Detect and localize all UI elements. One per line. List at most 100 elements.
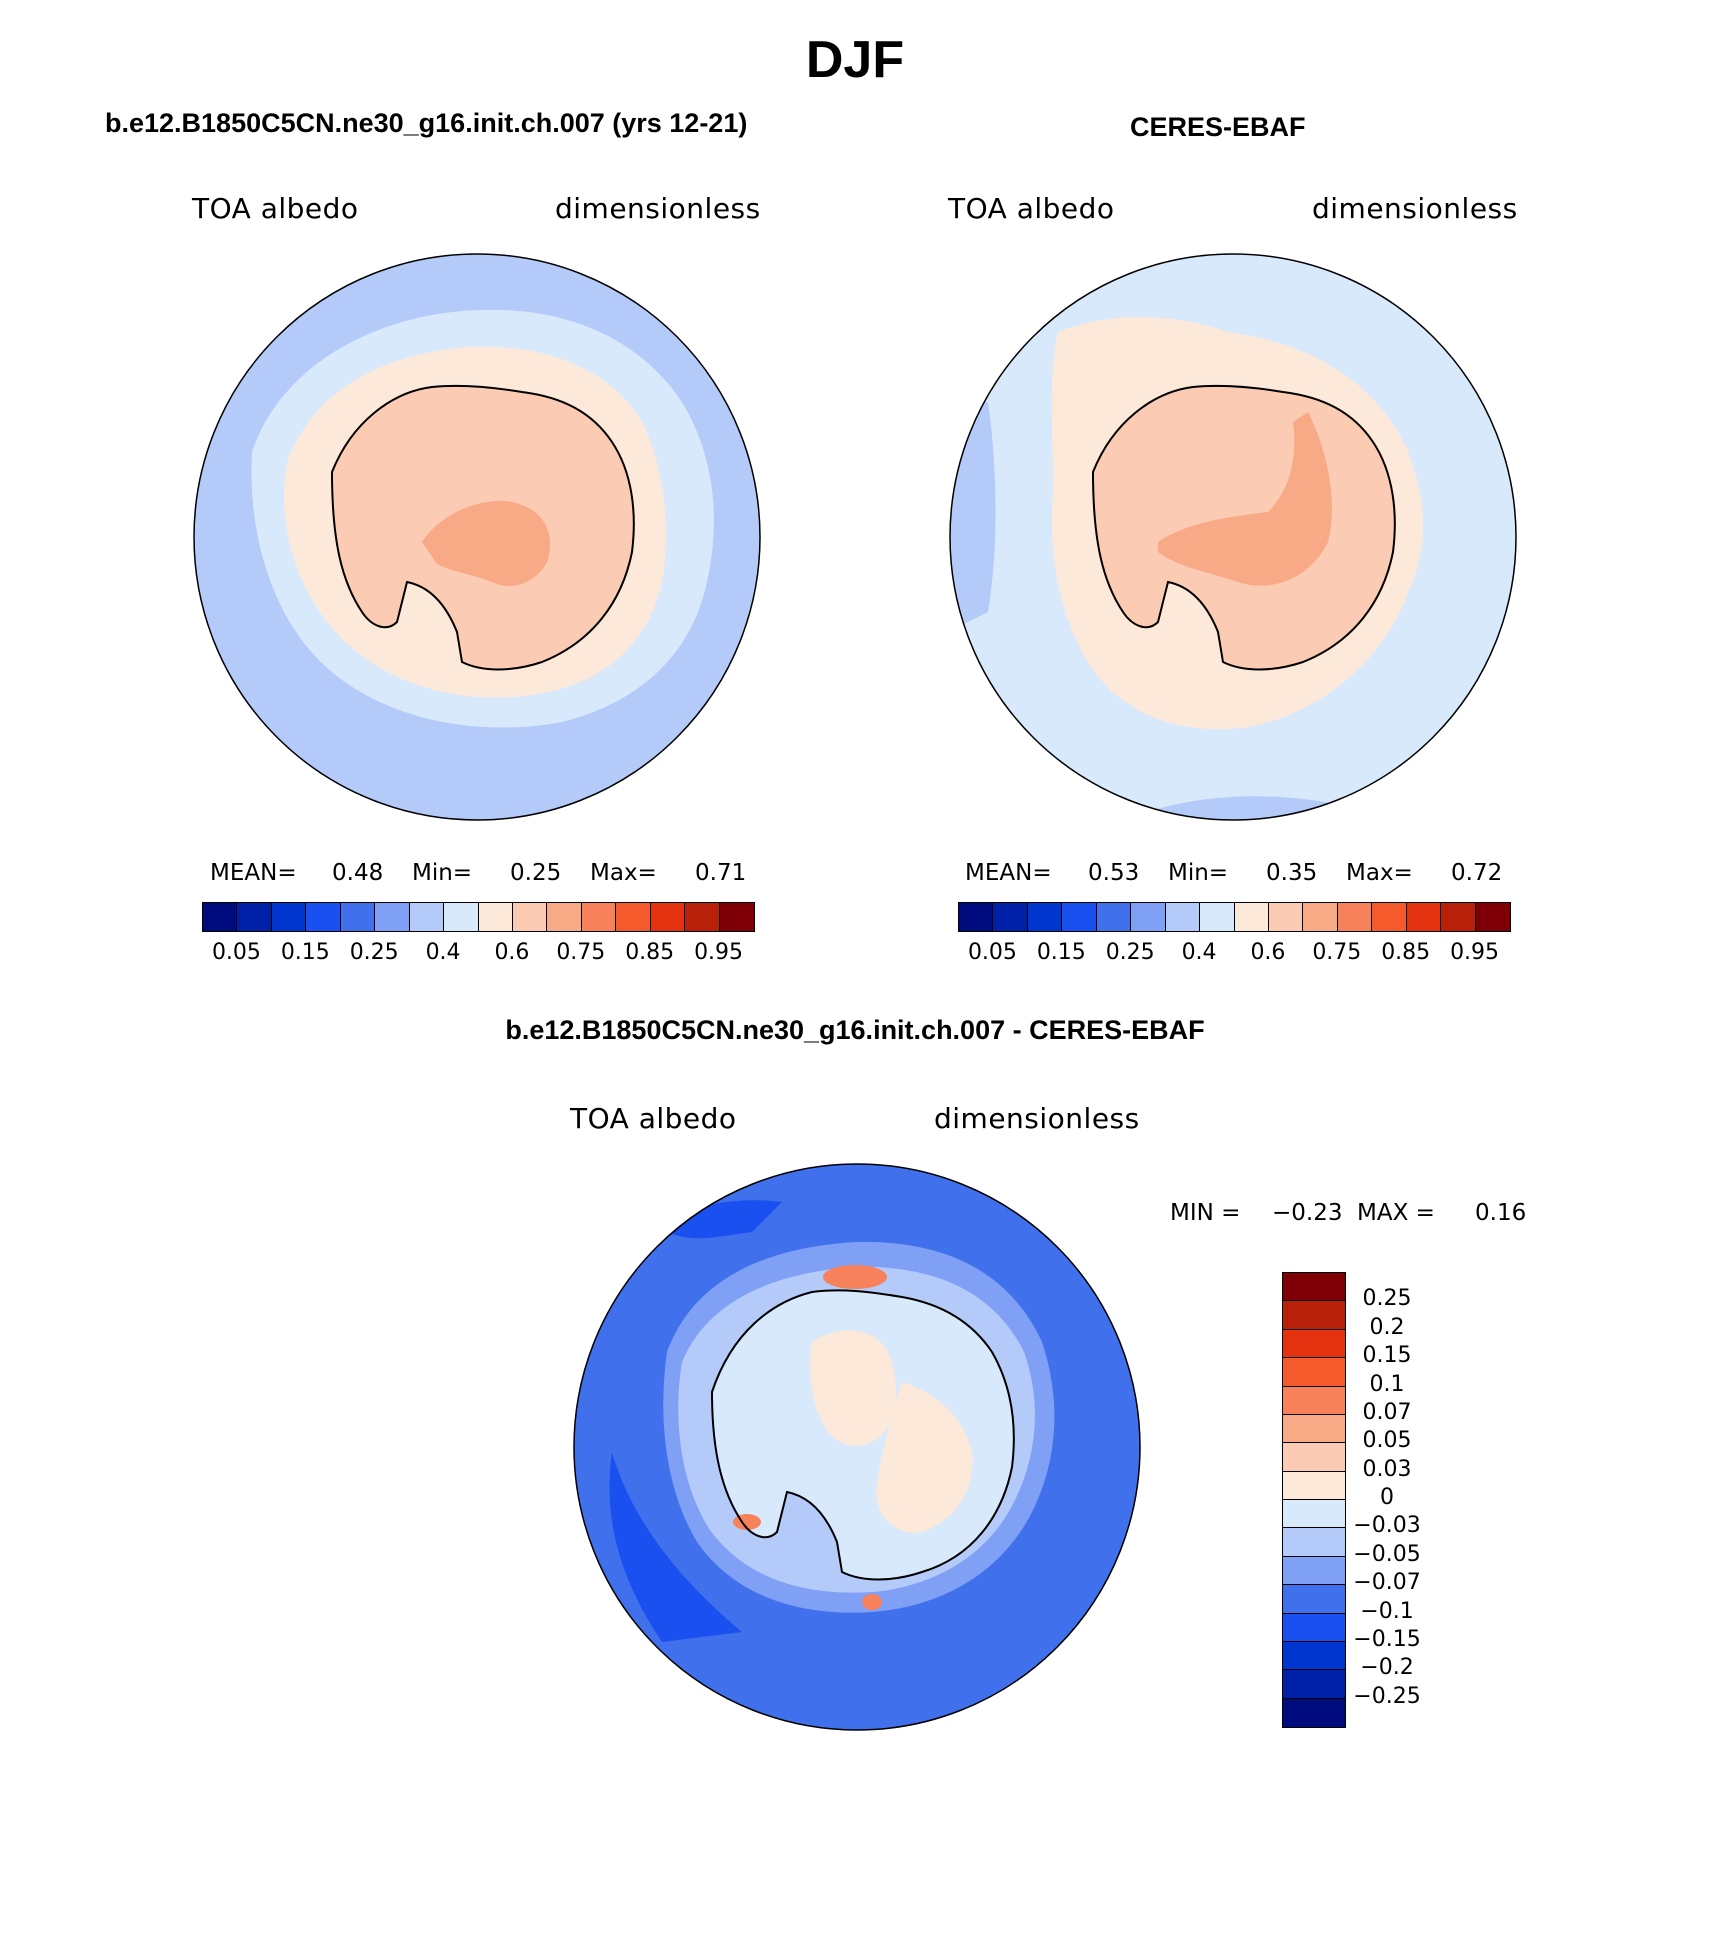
colorbar-tick-label: 0.03 (1362, 1456, 1412, 1482)
map-model-high (422, 501, 551, 586)
colorbar-cell (1165, 903, 1201, 931)
colorbar-tick-label: −0.05 (1353, 1541, 1421, 1567)
colorbar-cell (1283, 1301, 1345, 1330)
colorbar-tick-label: −0.07 (1353, 1570, 1421, 1596)
colorbar-cell (1303, 903, 1338, 931)
colorbar-cell (237, 903, 272, 931)
panel-obs-min: 0.35 (1266, 860, 1318, 886)
map-diff-coastline (710, 1289, 1015, 1581)
colorbar-cell (1337, 903, 1373, 931)
panel-diff-title: b.e12.B1850C5CN.ne30_g16.init.ch.007 - C… (505, 1015, 1205, 1045)
panel-diff-max: 0.16 (1475, 1200, 1527, 1226)
colorbar-tick-label: 0.85 (1381, 940, 1431, 965)
colorbar-cell (1283, 1556, 1345, 1586)
colorbar-cell (1283, 1641, 1345, 1671)
colorbar-cell (1406, 903, 1442, 931)
colorbar-tick-label: 0.75 (556, 940, 606, 965)
colorbar-cell (1268, 903, 1304, 931)
colorbar-tick-label: 0.15 (1362, 1343, 1412, 1369)
colorbar-cell (685, 903, 720, 931)
panel-obs-max: 0.72 (1451, 860, 1503, 886)
colorbar-tick-label: 0 (1380, 1485, 1394, 1510)
colorbar-tick-label: 0.75 (1312, 940, 1362, 965)
panel-model-max: 0.71 (695, 860, 747, 886)
panel-model-max-label: Max= (590, 860, 657, 886)
colorbar-cell (203, 903, 238, 931)
colorbar-tick-label: 0.05 (211, 940, 261, 965)
colorbar-cell (271, 903, 307, 931)
map-diff-hot-north (823, 1265, 887, 1289)
colorbar-tick-label: 0.4 (425, 940, 461, 965)
colorbar-cell (616, 903, 651, 931)
colorbar-cell (478, 903, 513, 931)
colorbar-cell (1283, 1386, 1345, 1415)
map-model (193, 253, 761, 821)
figure-title: DJF (805, 31, 905, 89)
colorbar-cell (1283, 1443, 1345, 1472)
map-diff-land-pos-2 (876, 1382, 973, 1533)
panel-diff-variable: TOA albedo (570, 1102, 737, 1135)
colorbar-cell (719, 903, 754, 931)
panel-model-mean: 0.48 (332, 860, 384, 886)
panel-obs-mean: 0.53 (1088, 860, 1140, 886)
colorbar-cell (1027, 903, 1063, 931)
panel-diff-min: −0.23 (1272, 1200, 1343, 1226)
colorbar-tick-label: −0.25 (1353, 1683, 1421, 1709)
map-obs (949, 253, 1517, 821)
panel-obs-title: CERES-EBAF (1130, 112, 1306, 142)
colorbar-cell (1283, 1670, 1345, 1699)
panel-model-min: 0.25 (510, 860, 562, 886)
colorbar-tick-label: 0.15 (1036, 940, 1086, 965)
colorbar-cell (1096, 903, 1132, 931)
colorbar-tick-label: 0.6 (494, 940, 530, 965)
colorbar-tick-label: 0.05 (967, 940, 1017, 965)
colorbar-diff (1282, 1272, 1346, 1728)
colorbar-tick-label: 0.15 (280, 940, 330, 965)
colorbar-tick-label: 0.1 (1369, 1371, 1405, 1397)
panel-obs-max-label: Max= (1346, 860, 1413, 886)
colorbar-tick-label: −0.1 (1360, 1598, 1414, 1624)
colorbar-tick-label: 0.95 (694, 940, 744, 965)
colorbar-cell (409, 903, 445, 931)
map-obs-coastline (1091, 384, 1396, 671)
colorbar-tick-label: −0.03 (1353, 1513, 1421, 1539)
colorbar-cell (1475, 903, 1510, 931)
map-diff (573, 1163, 1141, 1731)
colorbar-cell (1200, 903, 1235, 931)
colorbar-cell (1234, 903, 1269, 931)
panel-obs-min-label: Min= (1168, 860, 1229, 886)
colorbar-cell (650, 903, 686, 931)
colorbar-model (202, 902, 755, 932)
colorbar-cell (1283, 1471, 1345, 1500)
colorbar-obs (958, 902, 1511, 932)
panel-model-mean-label: MEAN= (210, 860, 297, 886)
colorbar-cell (1283, 1698, 1345, 1727)
colorbar-cell (581, 903, 617, 931)
panel-model-min-label: Min= (412, 860, 473, 886)
colorbar-cell (1372, 903, 1407, 931)
colorbar-cell (1283, 1585, 1345, 1614)
panel-diff-max-label: MAX = (1357, 1200, 1435, 1226)
colorbar-tick-label: 0.05 (1362, 1428, 1412, 1454)
colorbar-tick-label: 0.95 (1450, 940, 1500, 965)
panel-model-title: b.e12.B1850C5CN.ne30_g16.init.ch.007 (yr… (105, 108, 748, 138)
colorbar-tick-label: 0.6 (1250, 940, 1286, 965)
colorbar-cell (1283, 1358, 1345, 1387)
colorbar-cell (1283, 1414, 1345, 1444)
panel-obs-variable: TOA albedo (948, 192, 1115, 225)
colorbar-cell (1283, 1500, 1345, 1529)
map-model-coastline (330, 384, 635, 671)
colorbar-tick-label: 0.07 (1362, 1399, 1412, 1425)
map-obs-ocean-low-west (950, 402, 996, 632)
colorbar-cell (340, 903, 376, 931)
panel-obs-mean-label: MEAN= (965, 860, 1052, 886)
map-obs-high (1158, 412, 1332, 586)
map-diff-ocean-strong-sw (609, 1452, 742, 1642)
colorbar-cell (547, 903, 582, 931)
panel-diff-units: dimensionless (934, 1102, 1140, 1135)
colorbar-tick-label: 0.2 (1369, 1314, 1405, 1340)
colorbar-cell (959, 903, 994, 931)
colorbar-tick-label: 0.85 (625, 940, 675, 965)
colorbar-cell (993, 903, 1028, 931)
colorbar-cell (1441, 903, 1476, 931)
